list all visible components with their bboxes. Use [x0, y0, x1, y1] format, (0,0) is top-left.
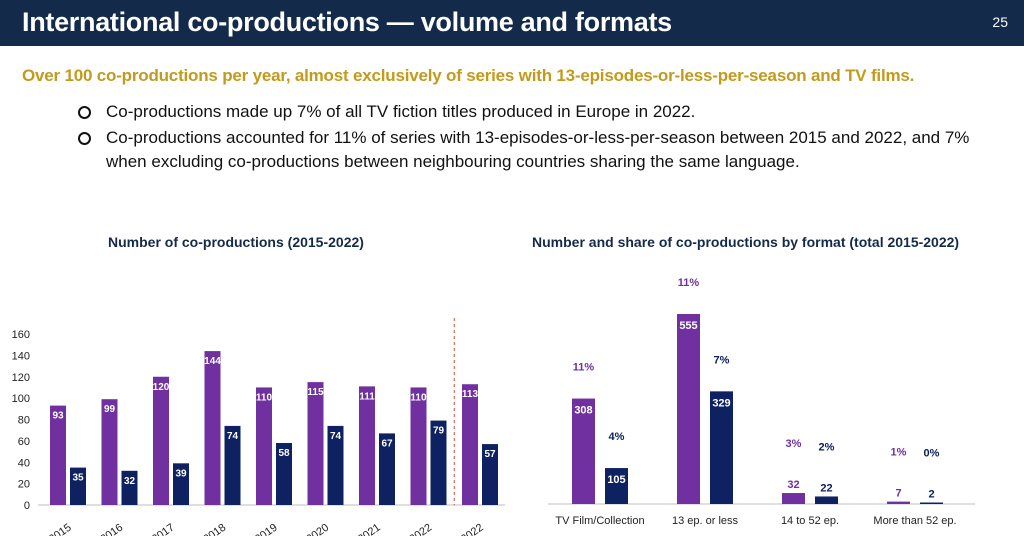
bar-co-productions-excluding	[327, 425, 344, 505]
data-label: 39	[175, 468, 187, 479]
bar-co-productions-excluding	[70, 467, 86, 505]
y-tick-label: 140	[12, 350, 30, 362]
bar-co-productions-excluding	[379, 433, 395, 505]
page-number: 25	[992, 14, 1008, 30]
bar-co-productions-excluding	[121, 470, 138, 505]
x-tick-label: 2021	[356, 522, 383, 536]
bar-co-productions	[359, 386, 375, 505]
x-category-label: TV Film/Collection	[555, 515, 644, 527]
bullet-item: Co-productions made up 7% of all TV fict…	[78, 100, 1008, 124]
bar-co-productions	[256, 387, 272, 505]
bar-co-productions	[50, 405, 66, 505]
y-tick-label: 120	[12, 372, 30, 384]
circle-bullet-icon	[78, 132, 91, 145]
bar-co-productions-excluding	[430, 420, 447, 505]
slide-header: International co-productions — volume an…	[0, 0, 1024, 46]
bar-co-productions	[307, 382, 324, 505]
y-tick-label: 40	[18, 457, 30, 469]
x-tick-label: 2022	[459, 522, 486, 536]
x-tick-label: 2018	[201, 522, 228, 536]
data-label: 115	[307, 387, 324, 398]
data-label: 93	[52, 411, 64, 422]
bar-format-excluding	[710, 391, 733, 504]
share-label: 3%	[786, 438, 802, 450]
bar-co-productions	[101, 399, 118, 505]
bar-co-productions	[410, 387, 427, 505]
bar-co-productions-excluding	[276, 443, 292, 505]
data-label: 555	[679, 320, 697, 332]
bar-format-all	[887, 501, 910, 504]
y-tick-label: 160	[12, 329, 30, 341]
bar-format-all	[782, 493, 805, 504]
data-label: 329	[712, 397, 730, 409]
bullet-list: Co-productions made up 7% of all TV fict…	[78, 100, 1008, 176]
y-tick-label: 80	[18, 415, 30, 427]
bar-format-all	[677, 314, 700, 504]
bar-co-productions-excluding	[173, 463, 189, 505]
data-label: 120	[153, 382, 170, 393]
data-label: 35	[72, 473, 84, 484]
slide-subtitle: Over 100 co-productions per year, almost…	[22, 66, 915, 85]
share-label: 11%	[678, 277, 700, 289]
bar-format-excluding	[605, 468, 628, 504]
x-category-label: 14 to 52 ep.	[781, 515, 839, 527]
x-tick-label: 2016	[98, 522, 125, 536]
share-label: 1%	[891, 447, 907, 459]
data-label: 32	[787, 479, 799, 491]
data-label: 308	[574, 405, 592, 417]
y-tick-label: 20	[18, 479, 30, 491]
bar-co-productions-excluding	[482, 444, 498, 505]
data-label: 7	[895, 488, 901, 500]
bullet-item: Co-productions accounted for 11% of seri…	[78, 126, 1008, 174]
bar-co-productions-excluding	[224, 425, 241, 505]
y-tick-label: 100	[12, 393, 30, 405]
share-label: 4%	[609, 431, 625, 443]
data-label: 74	[227, 431, 239, 442]
share-label: 2%	[819, 441, 835, 453]
bar-format-all	[572, 398, 595, 504]
data-label: 105	[607, 474, 625, 486]
data-label: 2	[928, 489, 934, 501]
chart-title-format: Number and share of co-productions by fo…	[532, 234, 960, 250]
x-tick-label: 2019	[253, 522, 280, 536]
bullet-text: Co-productions accounted for 11% of seri…	[106, 128, 970, 171]
data-label: 79	[433, 426, 445, 437]
bar-co-productions	[204, 351, 221, 505]
bar-co-productions	[462, 384, 478, 505]
data-label: 113	[462, 389, 479, 400]
data-label: 110	[256, 392, 273, 403]
data-label: 99	[104, 404, 116, 415]
data-label: 32	[124, 476, 136, 487]
slide-title: International co-productions — volume an…	[22, 7, 672, 37]
y-tick-label: 60	[18, 436, 30, 448]
data-label: 22	[820, 482, 832, 494]
bar-format-excluding	[815, 496, 838, 504]
circle-bullet-icon	[78, 106, 91, 119]
share-label: 7%	[714, 354, 730, 366]
data-label: 111	[359, 391, 375, 402]
share-label: 11%	[573, 362, 595, 374]
bullet-text: Co-productions made up 7% of all TV fict…	[106, 102, 696, 121]
bar-co-productions	[153, 376, 169, 505]
chart-title-yearly: Number of co-productions (2015-2022)	[108, 234, 364, 250]
data-label: 110	[410, 392, 427, 403]
data-label: 67	[381, 438, 393, 449]
x-tick-label: 2022	[407, 522, 434, 536]
y-tick-label: 0	[24, 500, 30, 512]
x-tick-label: 2017	[150, 522, 177, 536]
x-category-label: 13 ep. or less	[672, 515, 739, 527]
bar-format-excluding	[920, 502, 943, 504]
data-label: 57	[484, 449, 496, 460]
x-category-label: More than 52 ep.	[873, 515, 956, 527]
data-label: 74	[330, 431, 342, 442]
x-tick-label: 2020	[304, 522, 331, 536]
data-label: 144	[204, 356, 221, 367]
share-label: 0%	[924, 448, 940, 460]
x-tick-label: 2015	[47, 522, 74, 536]
data-label: 58	[278, 448, 290, 459]
